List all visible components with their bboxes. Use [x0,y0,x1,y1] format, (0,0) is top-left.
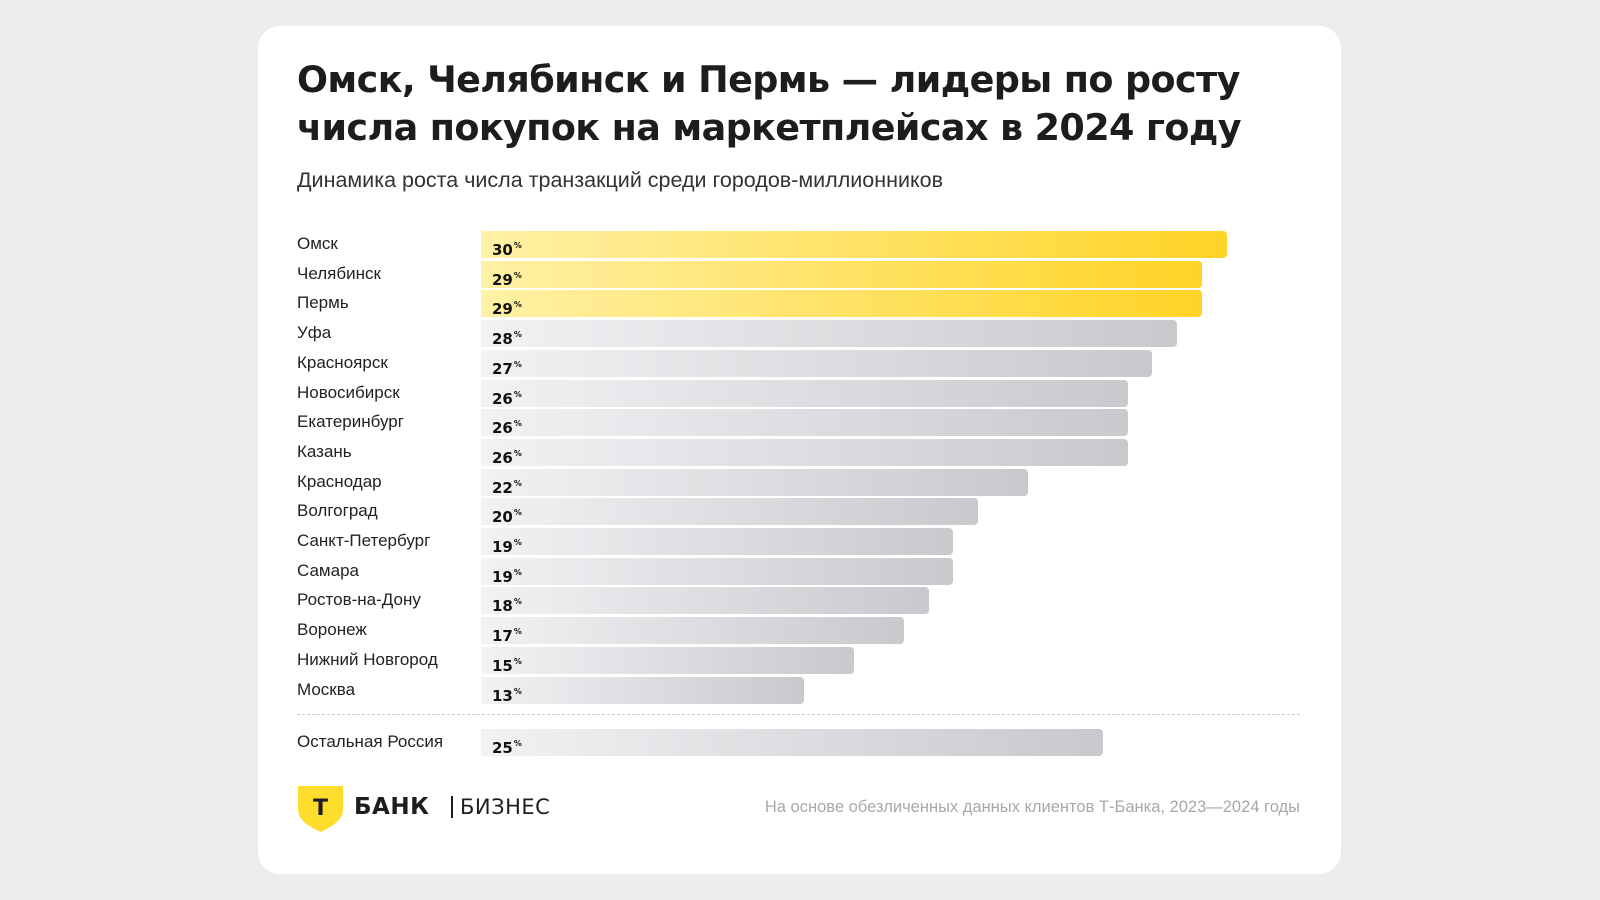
brand-logo: Т БАНК БИЗНЕС [298,786,568,836]
source-footnote: На основе обезличенных данных клиентов Т… [764,798,1300,816]
chart-card [258,26,1341,874]
chart-subtitle: Динамика роста числа транзакций среди го… [297,168,944,192]
brand-name: БАНК [354,794,430,820]
brand-separator [451,796,453,818]
chart-title: Омск, Челябинск и Пермь — лидеры по рост… [297,58,1242,149]
logo-mark-letter: Т [313,796,328,821]
shield-logo-icon: Т [298,786,343,832]
reference-divider [297,714,1300,715]
brand-suffix: БИЗНЕС [460,795,551,819]
